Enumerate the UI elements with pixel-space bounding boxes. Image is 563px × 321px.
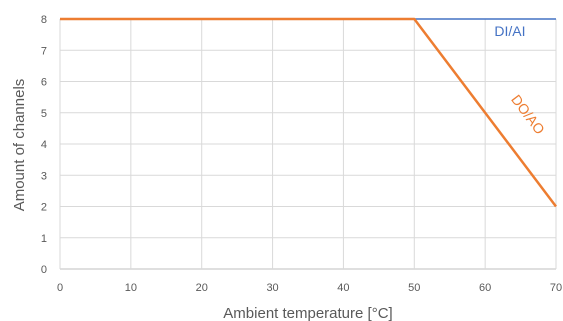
y-tick-label: 6 bbox=[41, 77, 47, 89]
x-axis-title: Ambient temperature [°C] bbox=[223, 305, 392, 321]
y-tick-label: 2 bbox=[41, 202, 47, 214]
y-tick-label: 5 bbox=[41, 108, 47, 120]
y-tick-label: 8 bbox=[41, 14, 47, 26]
y-tick-label: 4 bbox=[41, 139, 47, 151]
x-tick-label: 50 bbox=[408, 282, 420, 294]
y-axis-title: Amount of channels bbox=[11, 79, 28, 212]
x-tick-label: 0 bbox=[57, 282, 63, 294]
y-tick-label: 3 bbox=[41, 170, 47, 182]
x-tick-label: 60 bbox=[479, 282, 491, 294]
x-tick-label: 10 bbox=[125, 282, 137, 294]
x-tick-label: 30 bbox=[266, 282, 278, 294]
y-tick-label: 0 bbox=[41, 264, 47, 276]
tick-labels: 0 1 2 3 4 5 6 7 8 0 10 20 30 40 50 60 70 bbox=[41, 14, 562, 294]
series-labels: DI/AI DO/AO bbox=[494, 23, 548, 137]
x-tick-label: 40 bbox=[337, 282, 349, 294]
grid bbox=[59, 18, 557, 270]
series-label-di-ai: DI/AI bbox=[494, 23, 525, 39]
x-tick-label: 20 bbox=[196, 282, 208, 294]
series-label-do-ao: DO/AO bbox=[508, 92, 548, 138]
y-tick-label: 7 bbox=[41, 45, 47, 57]
series-lines bbox=[60, 17, 557, 208]
series-line-do-ao bbox=[60, 17, 557, 208]
x-tick-label: 70 bbox=[550, 282, 562, 294]
y-tick-label: 1 bbox=[41, 233, 47, 245]
